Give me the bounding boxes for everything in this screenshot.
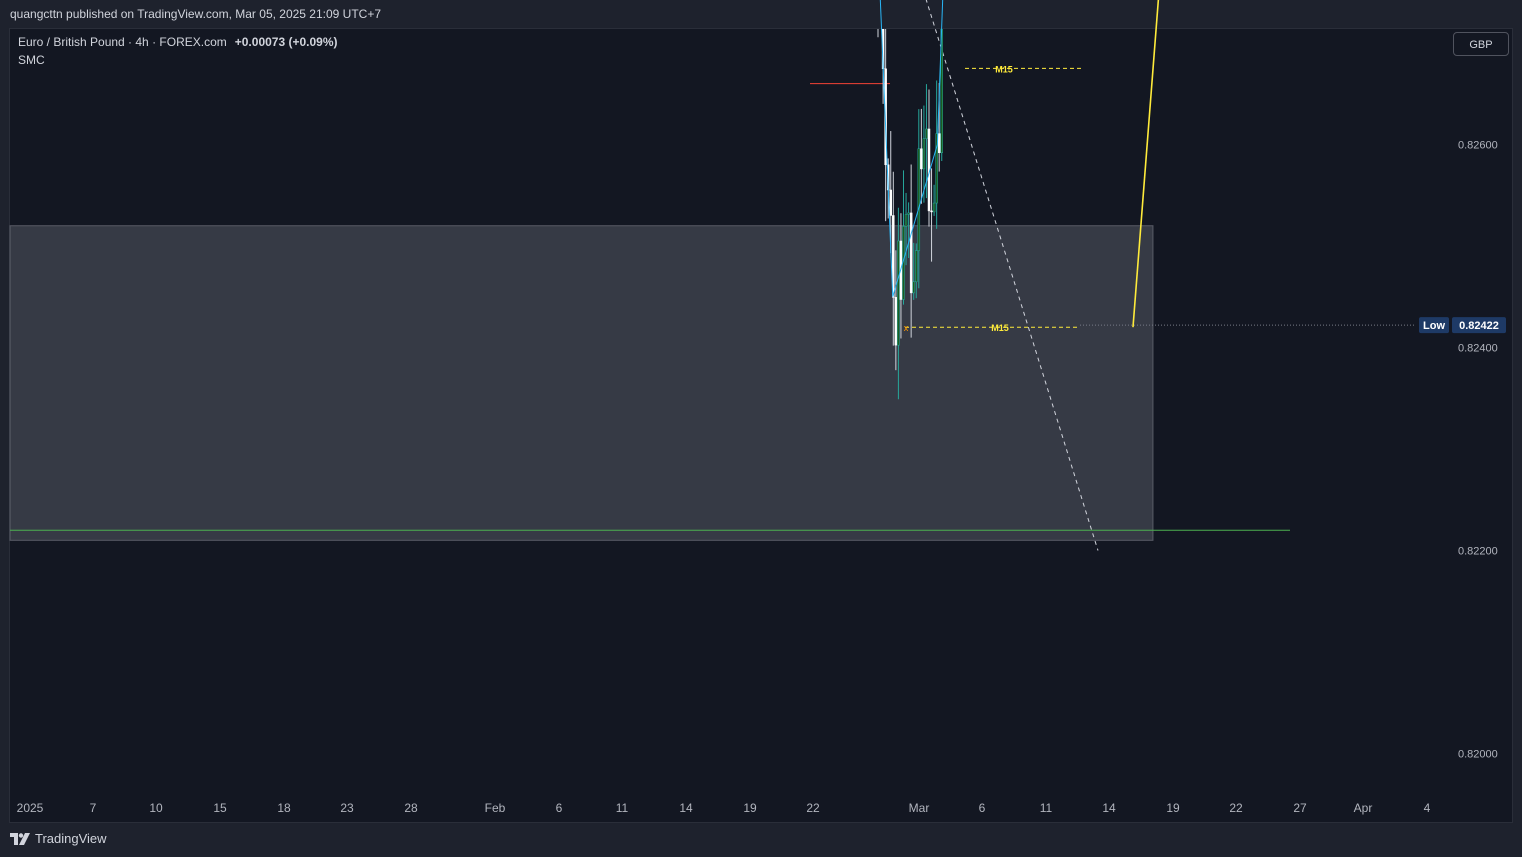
x-tick-label: 6 (979, 801, 986, 815)
low-label-bg (1419, 317, 1449, 334)
low-label: Low (1423, 320, 1445, 332)
candle-body (930, 210, 933, 213)
symbol-legend: Euro / British Pound · 4h · FOREX.com +0… (18, 35, 338, 67)
y-tick-label: 0.82200 (1458, 546, 1498, 558)
x-tick-label: 15 (213, 801, 227, 815)
y-tick-label: 0.82400 (1458, 343, 1498, 355)
x-tick-label: 18 (277, 801, 291, 815)
brand-name: TradingView (35, 831, 107, 846)
x-tick-label: Mar (909, 801, 930, 815)
x-tick-label: 7 (90, 801, 97, 815)
x-tick-label: 23 (340, 801, 354, 815)
candle-body (937, 133, 941, 154)
candle-body (909, 212, 913, 294)
indicator-name[interactable]: SMC (18, 53, 45, 67)
x-tick-label: 28 (404, 801, 418, 815)
candle-body (904, 214, 908, 227)
low-price-tag: 0.82422 (1459, 320, 1499, 332)
chart-frame[interactable] (9, 28, 1513, 823)
x-tick-label: 19 (1166, 801, 1180, 815)
candle-body (892, 215, 895, 298)
candle-body (920, 148, 923, 170)
x-tick-label: 2025 (17, 801, 44, 815)
demand-zone (9, 225, 1154, 541)
publish-info: quangcttn published on TradingView.com, … (10, 7, 382, 21)
x-tick-label: 6 (556, 801, 563, 815)
trendline (925, 0, 1099, 551)
tradingview-brand[interactable]: TradingView (10, 831, 107, 846)
x-tick-label: 27 (1293, 801, 1307, 815)
candle-body (897, 240, 900, 346)
x-tick-label: 22 (806, 801, 820, 815)
candle-body (894, 297, 898, 346)
x-tick-label: 14 (1102, 801, 1116, 815)
x-tick-label: 10 (149, 801, 163, 815)
sweep-marker: x (904, 323, 909, 333)
annotation-label: M15 (991, 323, 1009, 333)
x-tick-label: 19 (743, 801, 757, 815)
candle-body (907, 212, 910, 215)
candle-body (935, 133, 938, 204)
x-tick-label: 11 (616, 801, 629, 815)
currency-button[interactable]: GBP (1453, 32, 1509, 56)
x-tick-label: Apr (1354, 801, 1373, 815)
candle-body (917, 148, 921, 251)
x-tick-label: 14 (679, 801, 693, 815)
x-tick-label: 11 (1040, 801, 1053, 815)
candle-body (915, 250, 918, 283)
x-tick-label: 4 (1424, 801, 1431, 815)
candle-body (922, 138, 926, 170)
candle-body (932, 202, 936, 213)
price-change: +0.00073 (+0.09%) (234, 35, 338, 49)
annotation-label: M15 (995, 64, 1013, 74)
publish-bar: quangcttn published on TradingView.com, … (0, 0, 1522, 28)
candle-body (940, 29, 943, 154)
x-tick-label: 22 (1229, 801, 1243, 815)
footer-bar: TradingView (0, 824, 1522, 857)
tradingview-logo-icon (10, 832, 30, 845)
projection-arrow (1132, 0, 1160, 328)
low-price-tag-bg (1452, 317, 1506, 334)
candle-body (889, 189, 892, 216)
symbol-title[interactable]: Euro / British Pound · 4h · FOREX.com (18, 35, 227, 49)
candle-body (925, 128, 928, 139)
y-tick-label: 0.82000 (1458, 749, 1498, 761)
x-tick-label: Feb (485, 801, 506, 815)
y-tick-label: 0.82600 (1458, 140, 1498, 152)
candle-body (912, 281, 915, 294)
